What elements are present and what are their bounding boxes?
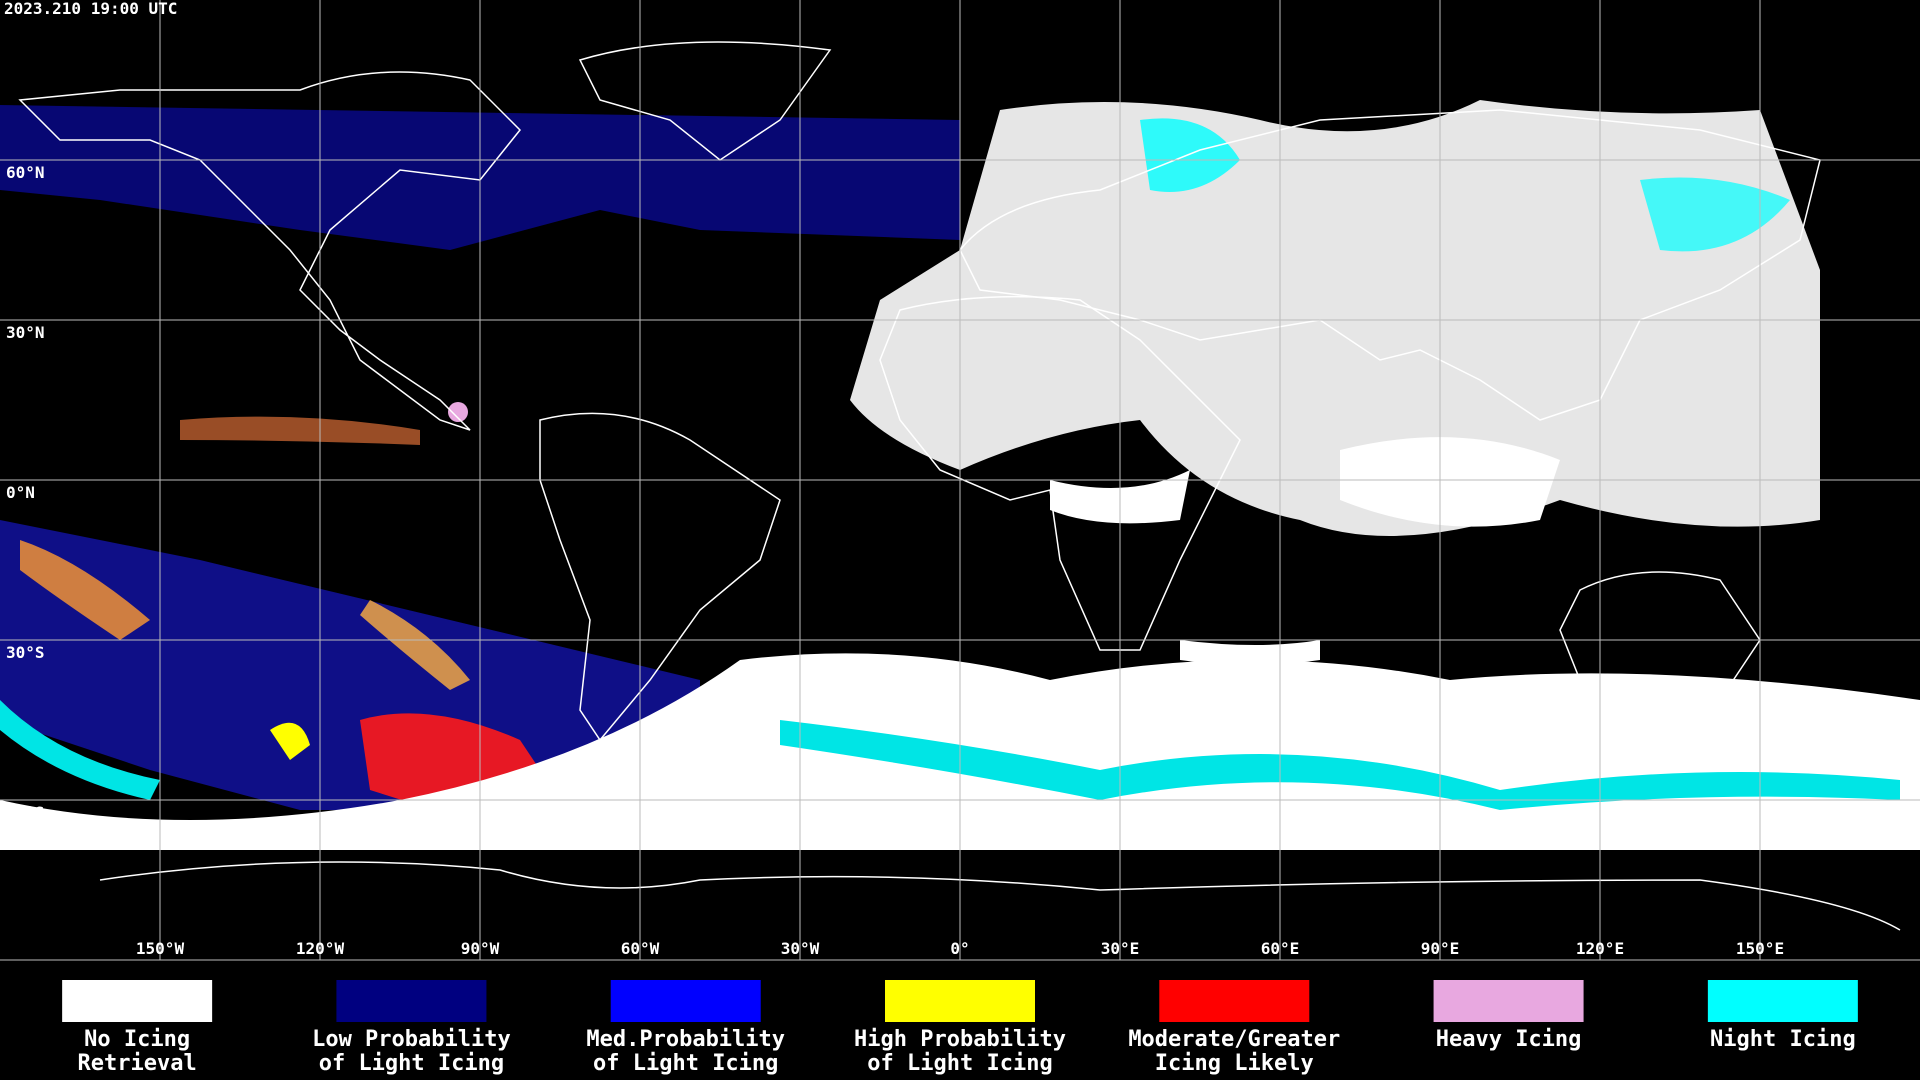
legend-label: Moderate/Greater [1128, 1027, 1340, 1052]
lat-label: 30°S [6, 643, 45, 662]
lon-label: 150°E [1736, 939, 1784, 958]
icing-region [20, 540, 150, 640]
icing-region [0, 520, 700, 810]
legend-label: of Light Icing [319, 1051, 504, 1076]
legend-swatch [1159, 980, 1310, 1022]
cloud-region [1140, 118, 1240, 192]
lon-label: 30°W [781, 939, 820, 958]
legend-label: Low Probability [312, 1027, 511, 1052]
legend-swatch [336, 980, 487, 1022]
lon-label: 60°E [1261, 939, 1300, 958]
cloud-region [1640, 177, 1790, 252]
coastlines [18, 41, 1901, 931]
cloud-region [0, 700, 160, 800]
lon-label: 90°W [461, 939, 500, 958]
legend-label: Heavy Icing [1436, 1027, 1582, 1052]
legend-label: High Probability [854, 1027, 1066, 1052]
cloud-region [850, 100, 1820, 536]
lon-label: 120°W [296, 939, 345, 958]
lon-label: 30°E [1101, 939, 1140, 958]
icing-region [360, 600, 470, 690]
coastline [99, 861, 1901, 931]
coastline [578, 41, 832, 161]
lat-label: 30°N [6, 323, 45, 342]
legend-swatch [885, 980, 1035, 1022]
icing-region [180, 416, 420, 445]
cloud-region [1340, 437, 1560, 527]
coastline [959, 109, 1821, 421]
icing-region [448, 402, 468, 422]
lon-label: 120°E [1576, 939, 1624, 958]
lat-label: 60°S [6, 803, 45, 822]
legend-swatch [62, 980, 213, 1022]
legend-label: of Light Icing [867, 1051, 1052, 1076]
lon-label: 150°W [136, 939, 185, 958]
icing-region [270, 722, 310, 760]
coastline [539, 412, 781, 742]
legend-label: Icing Likely [1155, 1051, 1314, 1076]
lon-label: 0° [950, 939, 969, 958]
lat-label: 0°N [6, 483, 35, 502]
legend-label: No Icing [84, 1027, 190, 1052]
legend-label: of Light Icing [593, 1051, 778, 1076]
cloud-region [1180, 640, 1320, 665]
timestamp: 2023.210 19:00 UTC [4, 0, 177, 18]
coastline [879, 295, 1241, 651]
coastline [1559, 571, 1761, 701]
lon-label: 60°W [621, 939, 660, 958]
legend-swatch [1707, 980, 1858, 1022]
graticule: 60°N 30°N 0°N 30°S 60°S 150°W 120°W 90°W 60°W 30°… [0, 0, 1920, 960]
legend-swatch [610, 980, 761, 1022]
lon-label: 90°E [1421, 939, 1460, 958]
legend-label: Night Icing [1710, 1027, 1856, 1052]
coastline [18, 71, 522, 431]
legend-label: Med.Probability [586, 1027, 785, 1052]
cloud-region [780, 720, 1900, 810]
legend-label: Retrieval [78, 1051, 197, 1076]
legend-swatch [1433, 980, 1584, 1022]
lat-label: 60°N [6, 163, 45, 182]
